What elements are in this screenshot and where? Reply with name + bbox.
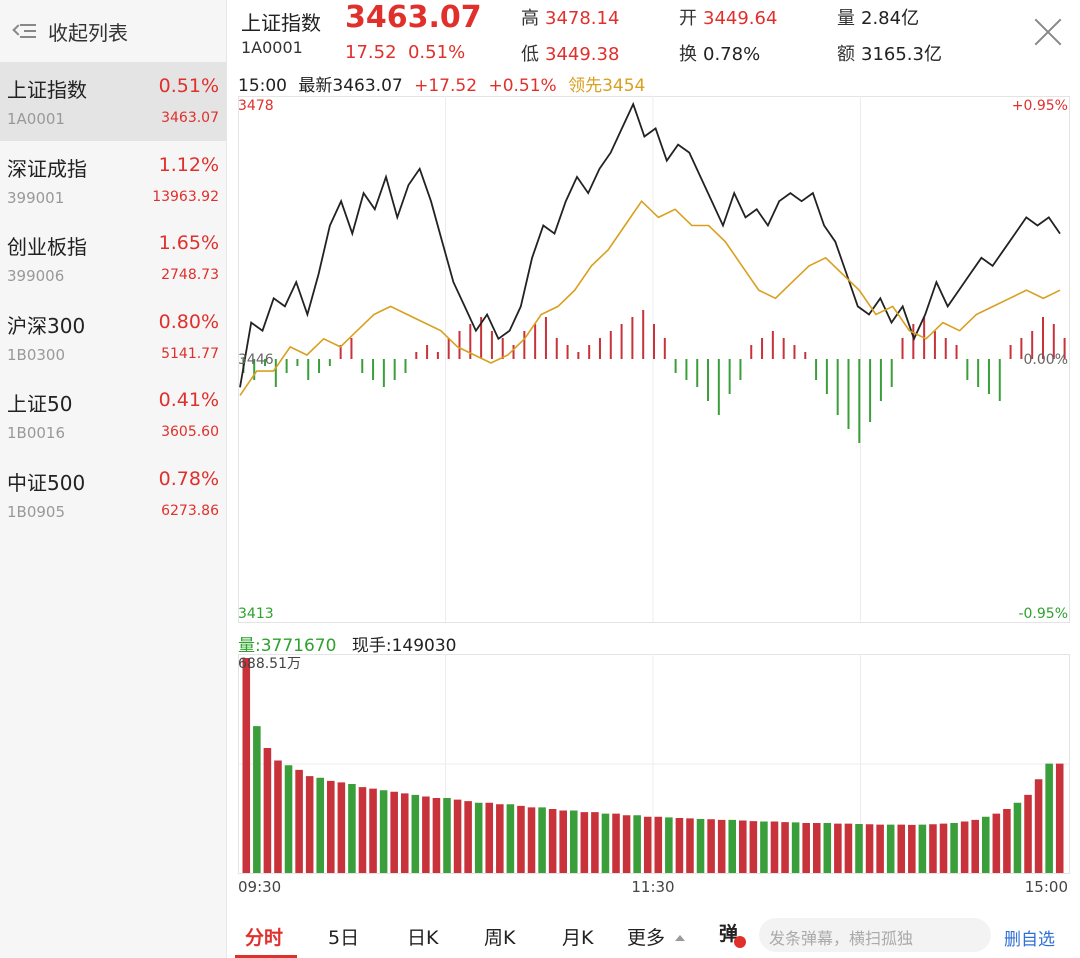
sidebar-item-price: 13963.92	[152, 188, 219, 205]
tab-weekly-k[interactable]: 周K	[484, 927, 516, 949]
danmu-label: 弹	[719, 923, 739, 945]
sidebar-item-pct: 1.65%	[158, 232, 219, 254]
chart-frame	[238, 96, 1070, 623]
high-field: 高 3478.14	[521, 8, 620, 29]
sidebar-item-pct: 0.80%	[158, 310, 219, 333]
sidebar-item-name: 中证500	[7, 470, 86, 495]
sidebar-item-name: 上证指数	[7, 78, 87, 102]
volume-field: 量 2.84亿	[837, 8, 920, 29]
sidebar-item-pct: 0.41%	[158, 389, 219, 411]
stock-list-sidebar: 收起列表 上证指数 0.51% 1A0001 3463.07 深证成指 1.12% 3990…	[0, 0, 227, 958]
tab-5day[interactable]: 5日	[328, 927, 360, 949]
leading-line	[239, 199, 1061, 396]
turnover-field: 换 0.78%	[679, 44, 761, 65]
collapse-list-button[interactable]: 收起列表	[0, 0, 226, 62]
check-badge-icon	[734, 936, 747, 948]
tab-more[interactable]: 更多	[627, 923, 686, 950]
change-value: 17.52	[345, 42, 397, 63]
y-right-mid: 0.00%	[1024, 352, 1068, 368]
index-name: 上证指数	[241, 11, 321, 35]
sidebar-item[interactable]: 创业板指 1.65% 399006 2748.73	[0, 219, 226, 298]
x-label-close: 15:00	[1025, 878, 1068, 896]
sidebar-item[interactable]: 沪深300 0.80% 1B0300 5141.77	[0, 298, 226, 377]
amount-field: 额 3165.3亿	[837, 44, 942, 65]
tab-daily-k[interactable]: 日K	[407, 927, 439, 949]
change-pct: 0.51%	[407, 42, 466, 63]
collapse-icon	[12, 22, 36, 40]
info-leading: 领先3454	[568, 76, 646, 96]
sidebar-item-code: 1B0905	[7, 502, 66, 521]
collapse-list-label: 收起列表	[48, 20, 128, 45]
sidebar-item-price: 3463.07	[161, 110, 219, 126]
y-label-min: 3413	[238, 606, 274, 622]
low-field: 低 3449.38	[521, 44, 620, 65]
close-icon[interactable]	[1034, 18, 1062, 46]
sidebar-item-name: 沪深300	[7, 313, 86, 338]
danmu-toggle-icon[interactable]: 弹	[719, 919, 747, 948]
price-line	[239, 101, 1061, 388]
sidebar-item-code: 1A0001	[7, 110, 65, 128]
sidebar-item-name: 深证成指	[7, 156, 87, 181]
vol-max-label: 688.51万	[238, 656, 301, 672]
info-change: +17.52	[414, 76, 478, 96]
open-field: 开 3449.64	[679, 8, 778, 29]
danmu-input[interactable]: 发条弹幕，横扫孤独	[759, 918, 991, 952]
sidebar-item[interactable]: 上证指数 0.51% 1A0001 3463.07	[0, 62, 226, 141]
sidebar-item-price: 2748.73	[161, 267, 219, 283]
volume-info-line: 量:3771670 现手:149030	[238, 631, 466, 656]
sidebar-item-code: 399006	[7, 267, 65, 285]
y-label-mid: 3446	[238, 352, 274, 368]
sidebar-item-code: 399001	[7, 188, 65, 207]
quote-header: 上证指数 1A0001 3463.07 17.52 0.51% 高 3478.14…	[227, 0, 1080, 66]
sidebar-item-code: 1B0300	[7, 345, 66, 364]
sidebar-item-pct: 1.12%	[158, 153, 219, 176]
y-right-min: -0.95%	[1018, 606, 1068, 622]
sidebar-item[interactable]: 深证成指 1.12% 399001 13963.92	[0, 141, 226, 220]
sidebar-item-price: 3605.60	[161, 424, 219, 440]
x-label-mid: 11:30	[631, 878, 674, 896]
sidebar-item-code: 1B0016	[7, 424, 66, 442]
active-tab-indicator	[235, 955, 297, 958]
volume-chart[interactable]: 688.51万 09:30 11:30 15:00	[238, 654, 1070, 899]
sidebar-item[interactable]: 上证50 0.41% 1B0016 3605.60	[0, 376, 226, 455]
triangle-up-icon	[675, 935, 686, 941]
volume-total: 量:3771670	[238, 636, 337, 656]
tab-more-label: 更多	[627, 927, 666, 949]
x-label-open: 09:30	[238, 878, 281, 896]
index-code: 1A0001	[241, 38, 303, 57]
tab-intraday[interactable]: 分时	[245, 927, 284, 949]
sidebar-item-pct: 0.78%	[158, 467, 219, 490]
y-label-max: 3478	[238, 98, 274, 114]
chart-tabs: 分时 5日 日K 周K 月K 更多 弹 发条弹幕，横扫孤独 删自选	[227, 913, 1080, 958]
price-info-line: 15:00 最新3463.07 +17.52 +0.51% 领先3454	[238, 71, 651, 96]
info-change-pct: +0.51%	[488, 76, 557, 96]
sidebar-item-name: 上证50	[7, 392, 73, 416]
remove-favorite-button[interactable]: 删自选	[1004, 930, 1055, 950]
sidebar-item-pct: 0.51%	[158, 75, 219, 97]
y-right-max: +0.95%	[1012, 98, 1068, 114]
tab-monthly-k[interactable]: 月K	[562, 927, 594, 949]
info-time: 15:00	[238, 76, 287, 96]
info-latest: 最新3463.07	[298, 76, 403, 96]
sidebar-item-price: 5141.77	[161, 345, 219, 362]
index-change: 17.52 0.51%	[345, 42, 465, 63]
sidebar-item-price: 6273.86	[161, 502, 219, 519]
volume-hand: 现手:149030	[351, 636, 457, 656]
intraday-price-chart[interactable]: 3478 3446 3413 +0.95% 0.00% -0.95%	[238, 96, 1070, 626]
index-price: 3463.07	[345, 0, 482, 35]
sidebar-item[interactable]: 中证500 0.78% 1B0905 6273.86	[0, 455, 226, 534]
sidebar-item-name: 创业板指	[7, 235, 87, 259]
